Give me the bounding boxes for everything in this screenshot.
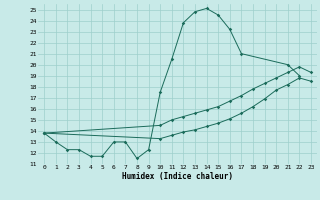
- X-axis label: Humidex (Indice chaleur): Humidex (Indice chaleur): [122, 172, 233, 181]
